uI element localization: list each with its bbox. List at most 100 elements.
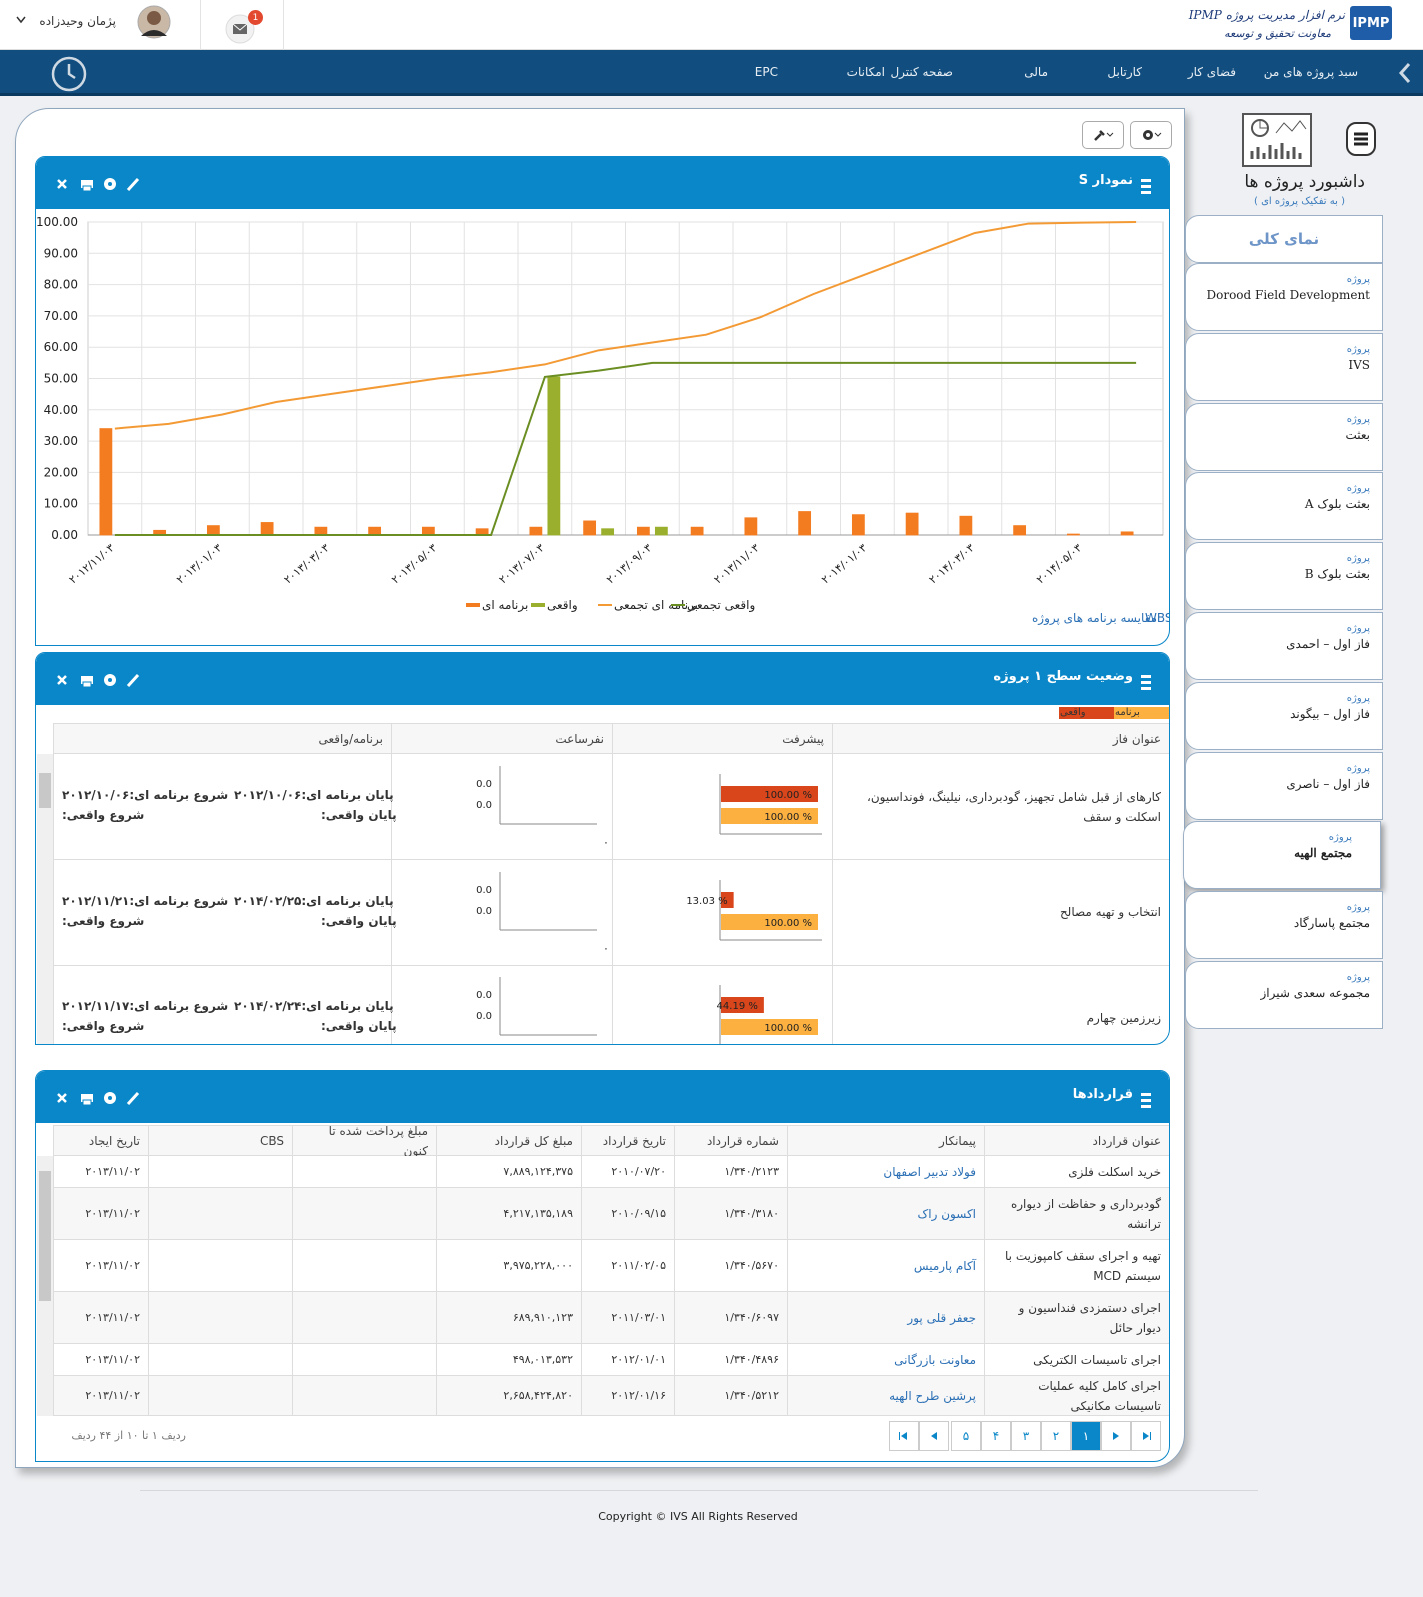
scroll-thumb[interactable]	[39, 773, 51, 808]
print-icon[interactable]	[81, 1094, 93, 1105]
page-button[interactable]: ۱	[1071, 1421, 1101, 1451]
project-name: فاز اول – احمدی	[1190, 637, 1370, 651]
prev-page-button[interactable]	[919, 1421, 949, 1451]
nav-item[interactable]: فضای کار	[1188, 65, 1236, 79]
close-icon[interactable]	[58, 180, 66, 188]
settings-icon[interactable]	[104, 178, 116, 190]
nav-item[interactable]: سبد پروژه های من	[1264, 65, 1358, 79]
contractor-link[interactable]: جعفر قلی پور	[787, 1292, 984, 1344]
plan-text: شروع واقعی:	[62, 914, 144, 928]
contract-cell: ۱/۳۴۰/۶۰۹۷	[674, 1292, 787, 1344]
project-label: پروژه	[1347, 414, 1370, 425]
plan-text: شروع واقعی:	[62, 1019, 144, 1033]
footer-rule	[140, 1490, 1258, 1491]
column-header: پیمانکار	[787, 1125, 984, 1156]
contractor-link[interactable]: پرشین طرح الهیه	[787, 1376, 984, 1416]
project-item[interactable]: پروژهمجتمع الهیه	[1183, 821, 1381, 889]
chart-link[interactable]: مقایسه برنامه های پروژه	[1032, 611, 1157, 626]
page-button[interactable]: ۲	[1041, 1421, 1071, 1451]
contract-cell	[148, 1240, 292, 1292]
contract-cell: ۱/۳۴۰/۴۸۹۶	[674, 1344, 787, 1376]
tools-button[interactable]	[1082, 121, 1124, 149]
close-icon[interactable]	[58, 1094, 66, 1102]
user-dropdown-arrow[interactable]	[16, 16, 26, 24]
settings-icon[interactable]	[104, 674, 116, 686]
progress-chart: 100.00 %100.00 %	[612, 754, 832, 854]
project-item[interactable]: پروژهبعثت بلوک A	[1185, 472, 1383, 540]
print-icon[interactable]	[81, 180, 93, 191]
project-item[interactable]: پروژهبعثت بلوک B	[1185, 542, 1383, 610]
contractor-link[interactable]: اکسون راک	[787, 1188, 984, 1240]
edit-icon[interactable]	[128, 179, 138, 190]
page-button[interactable]: ۴	[981, 1421, 1011, 1451]
plan-text: شروع برنامه ای:۲۰۱۲/۱۱/۲۱	[62, 894, 228, 908]
plan-text: پایان واقعی:	[321, 914, 397, 928]
project-item[interactable]: پروژهفاز اول – بیگوند	[1185, 682, 1383, 750]
close-glyph	[58, 1094, 66, 1102]
project-item[interactable]: پروژهفاز اول – ناصری	[1185, 752, 1383, 820]
contract-cell	[292, 1292, 436, 1344]
project-item[interactable]: پروژهبعثت	[1185, 403, 1383, 471]
project-name: فاز اول – ناصری	[1190, 777, 1370, 791]
widget-tools	[56, 671, 166, 691]
widget-header	[36, 157, 1169, 209]
nav-back-arrow[interactable]	[1398, 62, 1412, 84]
project-item[interactable]: پروژهفاز اول – احمدی	[1185, 612, 1383, 680]
last-page-button[interactable]	[1131, 1421, 1161, 1451]
nav-item[interactable]: کارتابل	[1107, 65, 1142, 79]
contractor-link[interactable]: فولاد تدبیر اصفهان	[787, 1156, 984, 1188]
planned-label: 100.00 %	[764, 1023, 812, 1034]
nav-item[interactable]: صفحه کنترل	[890, 65, 953, 79]
nav-item[interactable]: امکانات	[847, 65, 885, 79]
contractor-link[interactable]: معاونت بازرگانی	[787, 1344, 984, 1376]
contract-cell: ۲,۶۵۸,۴۲۴,۸۲۰	[436, 1376, 581, 1416]
edit-icon[interactable]	[128, 1093, 138, 1104]
settings-button[interactable]	[1130, 121, 1172, 149]
next-page-button[interactable]	[1101, 1421, 1131, 1451]
project-item[interactable]: پروژهDorood Field Development	[1185, 263, 1383, 331]
legend-swatch	[466, 603, 480, 607]
overview-tab[interactable]: نمای کلی	[1185, 215, 1383, 263]
project-name: بعثت بلوک B	[1190, 567, 1370, 581]
first-page-button[interactable]	[889, 1421, 919, 1451]
actual-label: 44.19 %	[717, 1001, 758, 1012]
widget-menu-icon[interactable]	[1141, 673, 1151, 691]
pencil-glyph	[128, 675, 138, 686]
column-header: برنامه/واقعی	[53, 723, 391, 754]
logo-mark: IPMP	[1350, 6, 1392, 40]
nav-item[interactable]: مالی	[1024, 65, 1048, 79]
plan-text: شروع برنامه ای:۲۰۱۲/۱۱/۱۷	[62, 999, 228, 1013]
hours-tick-label: 0.0	[476, 779, 492, 790]
contract-cell: ۶۸۹,۹۱۰,۱۲۳	[436, 1292, 581, 1344]
y-tick-label: 10.00	[44, 497, 78, 511]
menu-button[interactable]	[1346, 122, 1376, 156]
widget-menu-icon[interactable]	[1141, 1091, 1151, 1109]
print-icon[interactable]	[81, 676, 93, 687]
project-item[interactable]: پروژهمجموعه سعدی شیراز	[1185, 961, 1383, 1029]
edit-icon[interactable]	[128, 675, 138, 686]
menu-bar	[1141, 675, 1151, 678]
hours-tick-label: 0.0	[476, 1011, 492, 1022]
nav-item[interactable]: EPC	[755, 65, 778, 79]
close-icon[interactable]	[58, 676, 66, 684]
page-button[interactable]: ۵	[951, 1421, 981, 1451]
project-item[interactable]: پروژهمجتمع پاسارگاد	[1185, 891, 1383, 959]
project-item[interactable]: پروژهIVS	[1185, 333, 1383, 401]
user-name[interactable]: پژمان وحیدزاده	[36, 14, 116, 28]
print-glyph	[83, 186, 91, 191]
plan-text: پایان واقعی:	[321, 1019, 397, 1033]
clock-icon[interactable]	[50, 55, 88, 93]
settings-icon[interactable]	[104, 1092, 116, 1104]
contract-cell	[148, 1344, 292, 1376]
plan-text: پایان برنامه ای:۲۰۱۴/۰۲/۲۵	[234, 894, 394, 908]
page-button[interactable]: ۳	[1011, 1421, 1041, 1451]
contract-cell: ۱/۳۴۰/۲۱۲۳	[674, 1156, 787, 1188]
avatar[interactable]	[137, 4, 171, 40]
widget-menu-icon[interactable]	[1141, 177, 1151, 195]
contractor-link[interactable]: آکام پارمیس	[787, 1240, 984, 1292]
scroll-thumb[interactable]	[39, 1171, 51, 1301]
contract-cell: اجرای کامل کلیه عملیات تاسیسات مکانیکی	[984, 1376, 1169, 1416]
contract-cell: خرید اسکلت فلزی	[984, 1156, 1169, 1188]
contract-cell	[292, 1188, 436, 1240]
legend-label: برنامه ای تجمعی	[614, 598, 698, 613]
